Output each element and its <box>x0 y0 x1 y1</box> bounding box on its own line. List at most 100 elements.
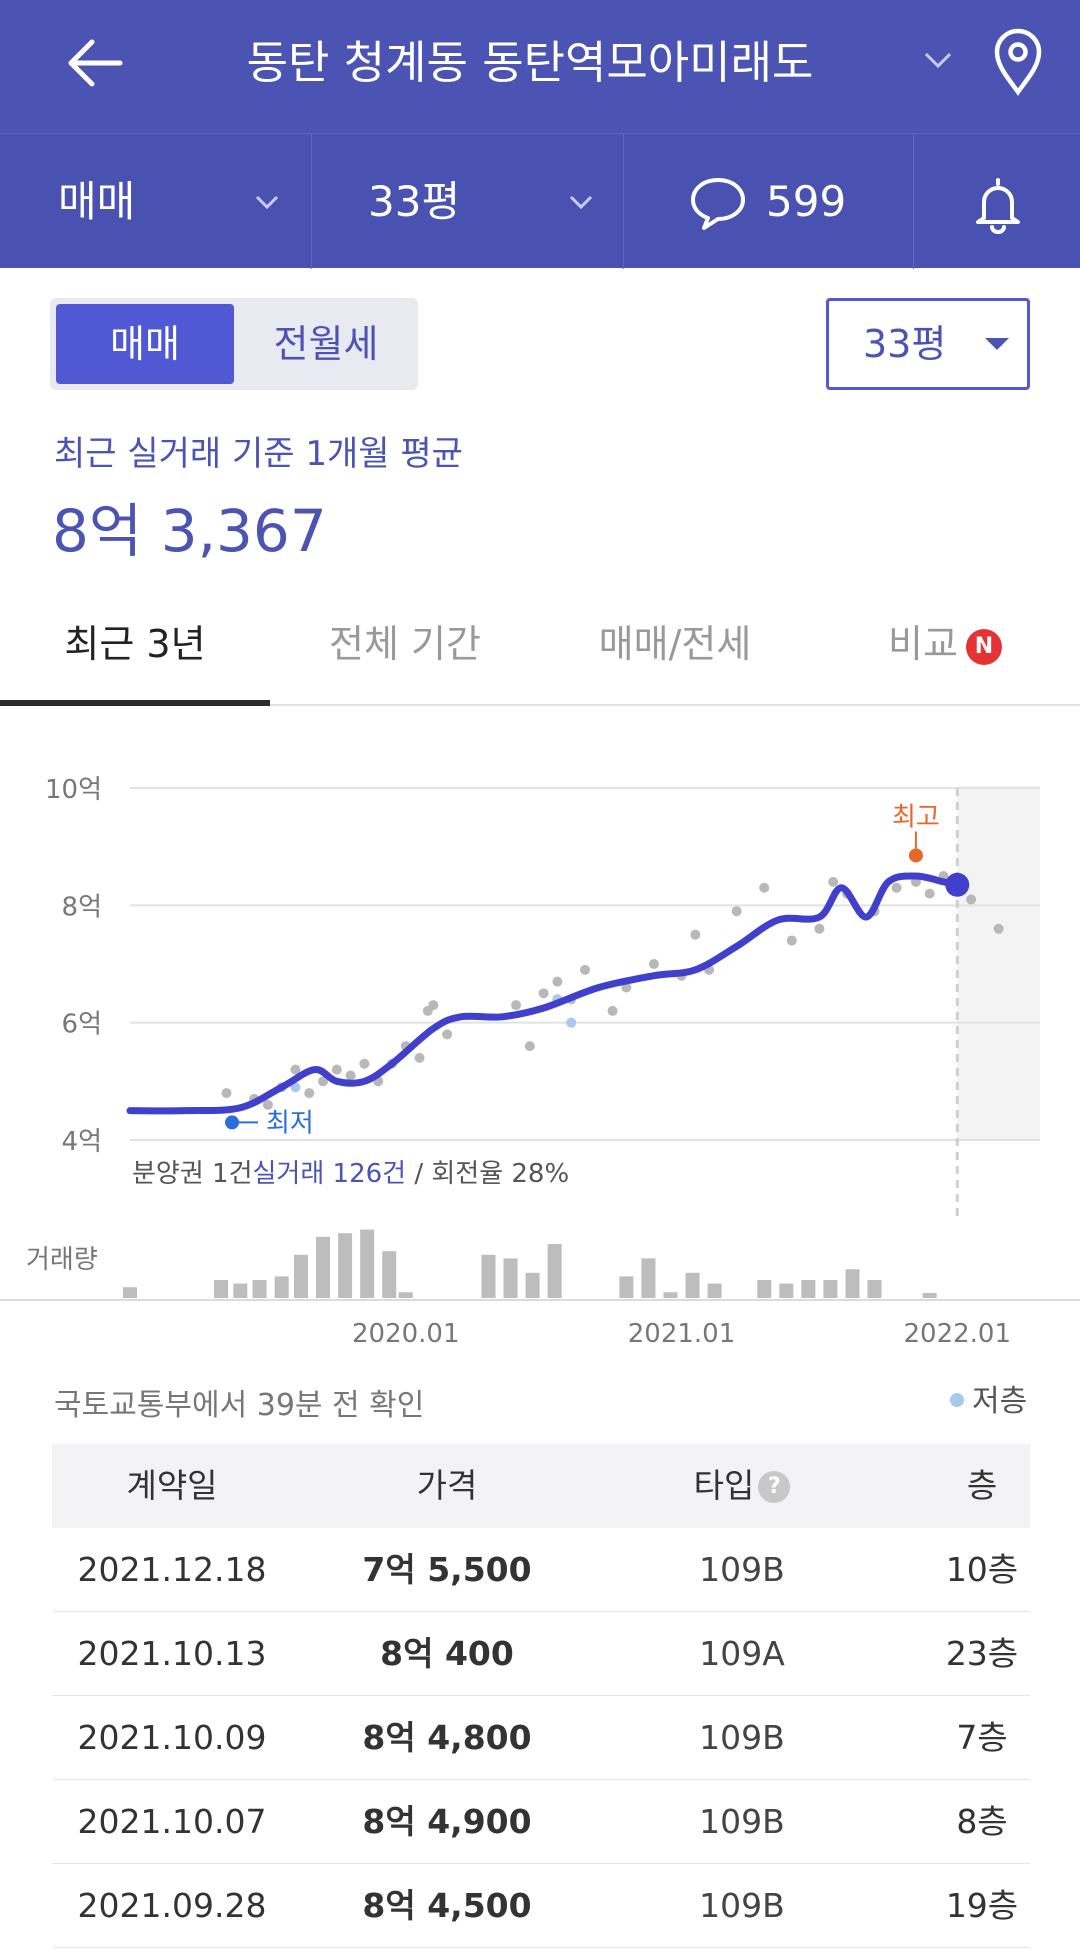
volume-bar <box>316 1236 331 1298</box>
deal-type-toggle: 매매 전월세 <box>50 298 418 390</box>
scatter-point <box>290 1064 301 1075</box>
scatter-point <box>304 1088 315 1099</box>
cell-type: 109A <box>699 1634 785 1673</box>
table-row[interactable]: 2021.12.18 7억 5,500 109B 10층 <box>52 1528 1030 1612</box>
size-select[interactable]: 33평 <box>826 298 1030 390</box>
legend-dot <box>950 1393 964 1407</box>
period-tabs: 최근 3년 전체 기간 매매/전세 비교 N <box>0 600 1080 706</box>
cell-date: 2021.12.18 <box>77 1550 267 1589</box>
filter-bar: 매매 33평 599 <box>0 133 1080 269</box>
chevron-down-icon[interactable] <box>920 42 956 78</box>
cell-type: 109B <box>699 1886 785 1925</box>
low-floor-point <box>290 1082 301 1093</box>
toggle-rent[interactable]: 전월세 <box>273 322 379 366</box>
updated-text: 국토교통부에서 39분 전 확인 <box>54 1388 425 1423</box>
tab-recent-3y[interactable]: 최근 3년 <box>0 600 270 706</box>
x-tick-label: 2022.01 <box>904 1319 1012 1348</box>
tab-all-period[interactable]: 전체 기간 <box>270 600 540 706</box>
comment-count[interactable]: 599 <box>766 177 847 226</box>
scatter-point <box>648 959 659 969</box>
cell-price: 8억 400 <box>380 1634 514 1673</box>
arrow-left-icon[interactable] <box>60 28 130 98</box>
cell-type: 109B <box>699 1550 785 1589</box>
volume-bar <box>123 1287 137 1298</box>
header-date: 계약일 <box>126 1466 218 1505</box>
volume-bar <box>293 1254 308 1298</box>
header-type: 타입? <box>612 1444 872 1528</box>
table-row[interactable]: 2021.09.28 8억 4,500 109B 19층 <box>52 1864 1030 1948</box>
cell-floor: 10층 <box>945 1550 1019 1589</box>
help-icon[interactable]: ? <box>758 1471 791 1503</box>
chevron-down-icon[interactable] <box>566 187 596 217</box>
scatter-point <box>538 988 549 999</box>
volume-bar <box>663 1292 678 1298</box>
cell-type: 109B <box>699 1718 785 1757</box>
comment-icon[interactable] <box>688 174 748 232</box>
location-pin-icon[interactable] <box>990 26 1046 96</box>
price-trend-line <box>126 872 961 1115</box>
toggle-sale[interactable]: 매매 <box>56 304 234 384</box>
tab-sale-jeonse[interactable]: 매매/전세 <box>540 600 810 706</box>
scatter-point <box>786 935 797 946</box>
scatter-point <box>731 906 742 917</box>
table-row[interactable]: 2021.10.09 8억 4,800 109B 7층 <box>52 1696 1030 1780</box>
tab-compare[interactable]: 비교 N <box>810 600 1080 706</box>
volume-bar <box>338 1233 353 1298</box>
volume-bar <box>481 1254 496 1298</box>
table-row[interactable]: 2021.10.13 8억 400 109A 23층 <box>52 1612 1030 1696</box>
scatter-point <box>828 876 839 887</box>
app-header: 동탄 청계동 동탄역모아미래도 <box>0 0 1080 133</box>
y-tick-label: 4억 <box>62 1127 102 1157</box>
volume-bar <box>398 1292 413 1298</box>
x-tick-label: 2020.01 <box>352 1319 460 1348</box>
caret-down-icon <box>985 338 1009 350</box>
scatter-point <box>442 1029 453 1040</box>
table-header: 계약일 가격 타입? 층 <box>52 1444 1030 1528</box>
scatter-point <box>359 1058 370 1069</box>
cell-floor: 23층 <box>945 1634 1019 1673</box>
chevron-down-icon[interactable] <box>252 187 282 217</box>
volume-bar <box>382 1251 397 1298</box>
cell-price: 8억 4,900 <box>362 1802 532 1841</box>
highest-label: 최고 <box>892 802 940 832</box>
size-select-value: 33평 <box>863 322 947 366</box>
scatter-point <box>966 894 977 905</box>
header-price: 가격 <box>416 1466 478 1505</box>
cell-floor: 8층 <box>956 1802 1008 1841</box>
new-badge: N <box>965 629 1002 665</box>
scatter-point <box>331 1064 342 1075</box>
tab-label: 매매/전세 <box>598 622 752 666</box>
cell-price: 8억 4,500 <box>362 1886 532 1925</box>
scatter-point <box>318 1076 329 1087</box>
cell-type: 109B <box>699 1802 785 1841</box>
cell-date: 2021.10.09 <box>77 1718 267 1757</box>
y-tick-label: 8억 <box>62 892 102 922</box>
scatter-point <box>891 882 902 893</box>
volume-bar <box>274 1276 289 1298</box>
size-filter[interactable]: 33평 <box>368 177 461 226</box>
scatter-point <box>524 1041 535 1052</box>
lowest-point <box>225 1115 240 1130</box>
table-row[interactable]: 2021.10.07 8억 4,900 109B 8층 <box>52 1780 1030 1864</box>
volume-bar <box>922 1292 937 1298</box>
scatter-point <box>414 1052 425 1063</box>
average-label: 최근 실거래 기준 1개월 평균 <box>54 434 463 474</box>
bell-icon[interactable] <box>970 174 1026 234</box>
volume-bar <box>525 1272 540 1298</box>
highest-point <box>908 848 923 863</box>
scatter-point <box>511 1000 522 1011</box>
scatter-point <box>993 923 1004 934</box>
volume-bar <box>547 1244 562 1298</box>
scatter-point <box>814 923 825 934</box>
cell-date: 2021.10.07 <box>77 1802 267 1841</box>
scatter-point <box>221 1088 232 1099</box>
legend-label: 저층 <box>972 1384 1028 1419</box>
deal-type-filter[interactable]: 매매 <box>58 177 136 226</box>
forecast-region <box>957 786 1040 1140</box>
average-value: 8억 3,367 <box>52 497 327 565</box>
chart-caption: 분양권 1건실거래 126건 / 회전율 28% <box>132 1159 569 1189</box>
page-title[interactable]: 동탄 청계동 동탄역모아미래도 <box>246 36 814 89</box>
volume-bar <box>503 1258 518 1298</box>
scatter-point <box>759 882 770 893</box>
